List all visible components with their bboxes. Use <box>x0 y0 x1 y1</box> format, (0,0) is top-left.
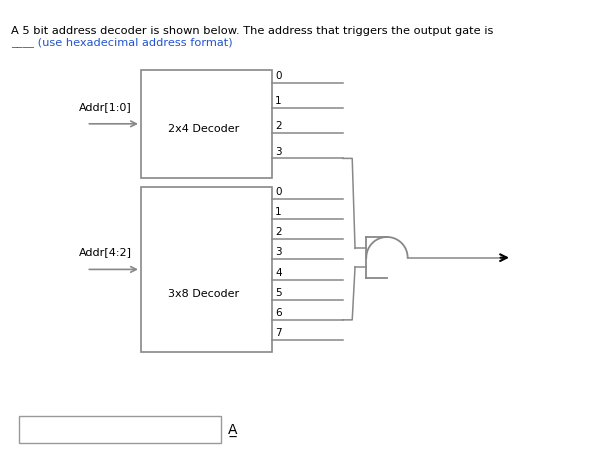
Text: ____: ____ <box>11 38 34 48</box>
Text: 3x8 Decoder: 3x8 Decoder <box>168 289 240 299</box>
Text: A 5 bit address decoder is shown below. The address that triggers the output gat: A 5 bit address decoder is shown below. … <box>11 26 494 36</box>
Text: 1: 1 <box>275 96 282 106</box>
Text: 2x4 Decoder: 2x4 Decoder <box>168 124 240 134</box>
Text: 5: 5 <box>275 288 282 298</box>
Text: Addr[4:2]: Addr[4:2] <box>78 247 132 257</box>
Text: A̲̲: A̲̲ <box>228 422 238 437</box>
Text: 0: 0 <box>275 71 281 81</box>
Text: (use hexadecimal address format): (use hexadecimal address format) <box>34 38 232 48</box>
Bar <box>141 70 273 178</box>
Text: 0: 0 <box>275 187 281 197</box>
Text: 6: 6 <box>275 308 282 318</box>
Bar <box>141 187 273 352</box>
Text: 3: 3 <box>275 146 282 156</box>
Bar <box>19 416 221 443</box>
Text: Addr[1:0]: Addr[1:0] <box>78 102 132 112</box>
Text: 2: 2 <box>275 227 282 237</box>
Text: 4: 4 <box>275 268 282 278</box>
Text: 2: 2 <box>275 121 282 131</box>
Text: 1: 1 <box>275 207 282 217</box>
Text: 3: 3 <box>275 247 282 257</box>
Text: 7: 7 <box>275 328 282 338</box>
